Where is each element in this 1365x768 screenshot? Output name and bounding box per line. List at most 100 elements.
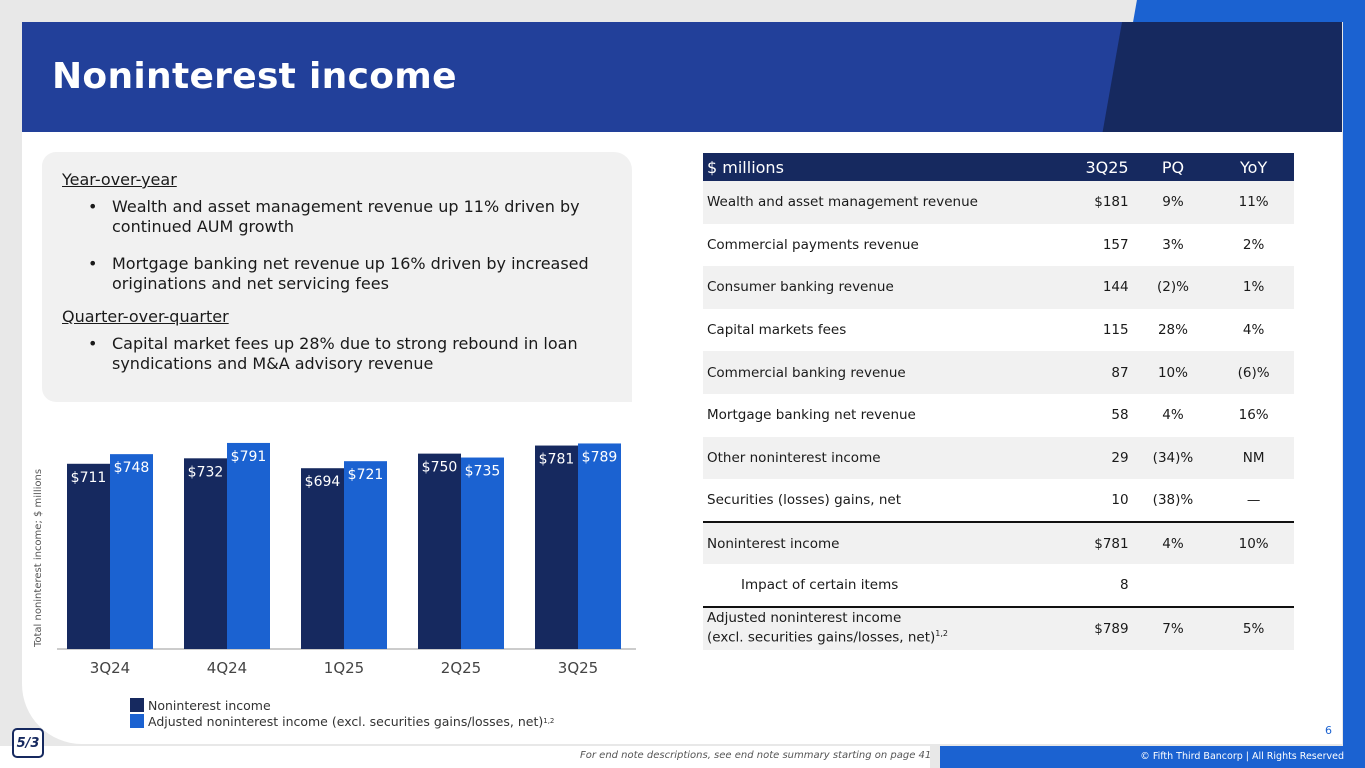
- row-label-sup: 1,2: [935, 629, 949, 639]
- chart-legend: Noninterest income Adjusted noninterest …: [130, 697, 554, 729]
- noninterest-income-bar-chart: Total noninterest income; $ millions $71…: [33, 442, 636, 677]
- bar-noninterest-1q25: [301, 468, 344, 649]
- row-yoy: 1%: [1213, 266, 1294, 309]
- table-row: Impact of certain items 8: [703, 564, 1294, 607]
- row-3q25: $181: [1045, 181, 1133, 224]
- legend-item: Noninterest income: [130, 697, 554, 713]
- row-label: Mortgage banking net revenue: [703, 393, 1046, 437]
- bar-value-label: $735: [465, 464, 501, 480]
- yoy-bullets: Wealth and asset management revenue up 1…: [88, 197, 612, 294]
- row-yoy: —: [1213, 479, 1294, 522]
- table-row: Capital markets fees 115 28% 4%: [703, 308, 1294, 352]
- row-pq: (2)%: [1132, 266, 1214, 309]
- right-edge-strip: [1343, 22, 1365, 746]
- row-label: Other noninterest income: [703, 436, 1046, 480]
- row-label: Impact of certain items: [703, 564, 1046, 607]
- row-3q25: $781: [1045, 520, 1133, 565]
- x-tick-label: 4Q24: [207, 659, 247, 677]
- row-label-line2-wrap: (excl. securities gains/losses, net)1,2: [707, 626, 1042, 646]
- noninterest-income-table: $ millions 3Q25 PQ YoY Wealth and asset …: [703, 153, 1294, 650]
- qoq-bullet: Capital market fees up 28% due to strong…: [88, 334, 612, 374]
- logo-mark: 5/3: [16, 735, 40, 751]
- table-row: Commercial payments revenue 157 3% 2%: [703, 223, 1294, 267]
- row-3q25: 144: [1045, 266, 1133, 309]
- bar-value-label: $748: [114, 460, 150, 476]
- table-row: Wealth and asset management revenue $181…: [703, 181, 1294, 224]
- row-pq: 28%: [1132, 308, 1214, 352]
- bar-value-label: $732: [188, 464, 224, 480]
- bar-value-label: $789: [582, 449, 618, 465]
- row-pq: 4%: [1132, 393, 1214, 437]
- row-label: Wealth and asset management revenue: [703, 181, 1046, 224]
- row-label: Noninterest income: [703, 520, 1046, 565]
- header-millions: $ millions: [703, 153, 1046, 181]
- end-note-footnote: For end note descriptions, see end note …: [580, 750, 932, 761]
- bar-value-label: $750: [422, 460, 458, 476]
- row-3q25: 10: [1045, 479, 1133, 522]
- row-label-line1: Adjusted noninterest income: [707, 610, 902, 627]
- legend-label: Adjusted noninterest income (excl. secur…: [148, 713, 544, 729]
- legend-label: Noninterest income: [148, 697, 271, 713]
- row-pq: 3%: [1132, 223, 1214, 267]
- row-yoy: 10%: [1213, 520, 1294, 565]
- bar-adjusted-1q25: [344, 461, 387, 649]
- company-logo: 5/3: [12, 728, 44, 758]
- bar-adjusted-3q24: [110, 454, 153, 649]
- table-row: Consumer banking revenue 144 (2)% 1%: [703, 266, 1294, 309]
- bar-noninterest-4q24: [184, 458, 227, 649]
- bar-adjusted-3q25: [578, 443, 621, 649]
- bar-noninterest-3q25: [535, 445, 578, 649]
- copyright: © Fifth Third Bancorp | All Rights Reser…: [1140, 751, 1344, 762]
- header-pq: PQ: [1132, 153, 1214, 181]
- row-3q25: $789: [1045, 605, 1133, 650]
- page-number: 6: [1325, 724, 1332, 737]
- table-header-row: $ millions 3Q25 PQ YoY: [703, 153, 1294, 181]
- bar-value-label: $781: [539, 452, 575, 468]
- row-pq: 4%: [1132, 520, 1214, 565]
- commentary-box: Year-over-year Wealth and asset manageme…: [42, 152, 632, 402]
- row-yoy: 11%: [1213, 181, 1294, 224]
- table-row: Securities (losses) gains, net 10 (38)% …: [703, 479, 1294, 522]
- row-label: Securities (losses) gains, net: [703, 479, 1046, 522]
- header-yoy: YoY: [1213, 153, 1294, 181]
- x-tick-label: 3Q25: [558, 659, 598, 677]
- row-3q25: 29: [1045, 436, 1133, 480]
- row-pq: 10%: [1132, 351, 1214, 394]
- table-row: Commercial banking revenue 87 10% (6)%: [703, 351, 1294, 394]
- yoy-bullet: Mortgage banking net revenue up 16% driv…: [88, 254, 612, 294]
- bar-value-label: $791: [231, 449, 267, 465]
- title-banner: [22, 22, 1342, 132]
- y-axis-label: Total noninterest income; $ millions: [33, 469, 44, 648]
- bar-adjusted-2q25: [461, 457, 504, 649]
- row-pq: 9%: [1132, 181, 1214, 224]
- row-3q25: 8: [1045, 564, 1133, 607]
- row-yoy: (6)%: [1213, 351, 1294, 394]
- row-label: Commercial banking revenue: [703, 351, 1046, 394]
- row-3q25: 115: [1045, 308, 1133, 352]
- row-yoy: [1213, 564, 1294, 607]
- row-label-line2: (excl. securities gains/losses, net): [707, 629, 936, 646]
- legend-swatch-noninterest: [130, 698, 144, 712]
- bar-adjusted-4q24: [227, 442, 270, 649]
- table-row: Other noninterest income 29 (34)% NM: [703, 436, 1294, 480]
- row-label: Capital markets fees: [703, 308, 1046, 352]
- row-label: Adjusted noninterest income (excl. secur…: [703, 605, 1046, 650]
- yoy-bullet: Wealth and asset management revenue up 1…: [88, 197, 612, 237]
- legend-item: Adjusted noninterest income (excl. secur…: [130, 713, 554, 729]
- table-row-adjusted: Adjusted noninterest income (excl. secur…: [703, 605, 1294, 650]
- bar-value-label: $711: [71, 470, 107, 486]
- row-pq: (38)%: [1132, 479, 1214, 522]
- row-3q25: 87: [1045, 351, 1133, 394]
- row-label: Consumer banking revenue: [703, 266, 1046, 309]
- table-row-total: Noninterest income $781 4% 10%: [703, 520, 1294, 565]
- bar-noninterest-2q25: [418, 453, 461, 649]
- row-pq: [1132, 564, 1214, 607]
- yoy-heading: Year-over-year: [62, 170, 177, 189]
- row-yoy: NM: [1213, 436, 1294, 480]
- legend-swatch-adjusted: [130, 714, 144, 728]
- qoq-bullets: Capital market fees up 28% due to strong…: [88, 334, 612, 374]
- row-yoy: 16%: [1213, 393, 1294, 437]
- qoq-heading: Quarter-over-quarter: [62, 307, 229, 326]
- banner-dark-shape: [1102, 22, 1342, 132]
- page-title: Noninterest income: [52, 56, 457, 97]
